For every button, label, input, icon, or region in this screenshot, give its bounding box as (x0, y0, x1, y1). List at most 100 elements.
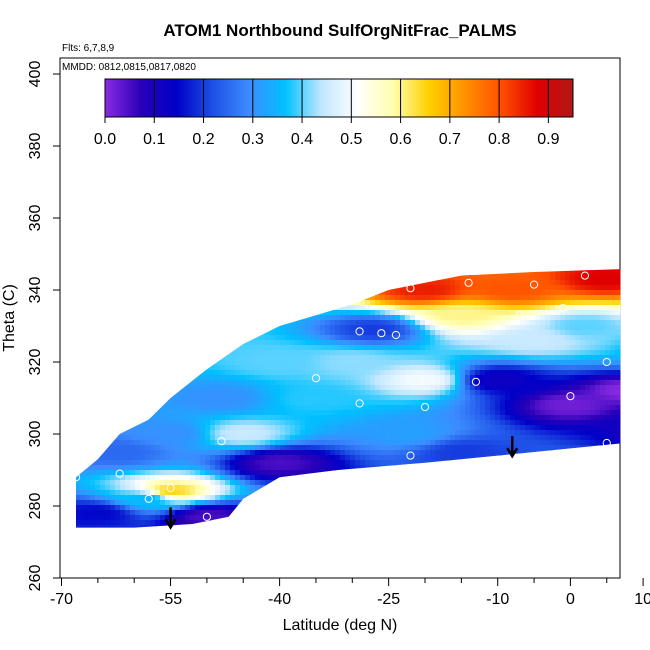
heatmap-cell (145, 405, 151, 411)
heatmap-cell (65, 365, 70, 370)
heatmap-cell (205, 280, 211, 286)
heatmap-cell (150, 505, 156, 511)
heatmap-cell (460, 275, 466, 281)
heatmap-cell (260, 485, 266, 491)
heatmap-cell (75, 535, 80, 540)
heatmap-cell (310, 475, 316, 481)
heatmap-cell (225, 280, 231, 286)
heatmap-cell (425, 455, 431, 461)
heatmap-cell (290, 395, 296, 401)
heatmap-cell (460, 485, 466, 491)
heatmap-cell (270, 510, 276, 516)
heatmap-cell (375, 335, 381, 341)
heatmap-cell (200, 285, 206, 291)
heatmap-cell (95, 460, 101, 466)
heatmap-cell (125, 245, 130, 250)
heatmap-cell (315, 255, 320, 260)
heatmap-cell (125, 485, 131, 491)
heatmap-cell (325, 425, 331, 431)
heatmap-cell (245, 325, 251, 331)
heatmap-cell (225, 270, 231, 276)
heatmap-cell (350, 445, 356, 451)
heatmap-cell (145, 470, 151, 476)
heatmap-cell (195, 385, 201, 391)
heatmap-cell (390, 360, 396, 366)
heatmap-cell (450, 340, 456, 346)
heatmap-cell (225, 295, 231, 301)
heatmap-cell (340, 250, 345, 255)
heatmap-cell (125, 360, 131, 366)
heatmap-cell (215, 495, 221, 501)
heatmap-cell (100, 360, 106, 366)
heatmap-cell (325, 515, 331, 521)
heatmap-cell (65, 300, 70, 305)
heatmap-cell (325, 480, 331, 486)
heatmap-cell (370, 355, 376, 361)
heatmap-cell (290, 405, 296, 411)
heatmap-cell (95, 285, 101, 291)
heatmap-cell (265, 435, 271, 441)
heatmap-cell (100, 455, 106, 461)
heatmap-cell (120, 445, 126, 451)
heatmap-cell (415, 405, 421, 411)
heatmap-cell (420, 350, 426, 356)
heatmap-cell (250, 380, 256, 386)
heatmap-cell (205, 240, 210, 245)
heatmap-cell (180, 330, 186, 336)
heatmap-cell (155, 355, 161, 361)
heatmap-cell (220, 510, 226, 516)
heatmap-cell (380, 395, 386, 401)
heatmap-cell (280, 255, 285, 260)
heatmap-cell (425, 470, 431, 476)
heatmap-cell (260, 325, 266, 331)
heatmap-cell (415, 270, 421, 276)
heatmap-cell (120, 475, 126, 481)
heatmap-cell (435, 260, 440, 265)
heatmap-cell (295, 315, 301, 321)
heatmap-cell (300, 530, 305, 535)
heatmap-cell (315, 520, 321, 526)
heatmap-cell (235, 390, 241, 396)
heatmap-cell (175, 435, 181, 441)
heatmap-cell (350, 485, 356, 491)
heatmap-cell (240, 260, 245, 265)
heatmap-cell (95, 475, 101, 481)
heatmap-cell (70, 470, 75, 475)
heatmap-cell (335, 285, 341, 291)
heatmap-cell (76, 460, 81, 466)
heatmap-cell (275, 405, 281, 411)
heatmap-cell (235, 510, 241, 516)
heatmap-cell (165, 335, 171, 341)
heatmap-cell (430, 390, 436, 396)
heatmap-cell (280, 310, 286, 316)
heatmap-cell (80, 260, 85, 265)
heatmap-cell (445, 275, 451, 281)
heatmap-cell (360, 385, 366, 391)
heatmap-cell (80, 295, 86, 301)
heatmap-cell (380, 390, 386, 396)
heatmap-cell (470, 405, 476, 411)
heatmap-cell (170, 310, 176, 316)
heatmap-cell (76, 395, 81, 401)
heatmap-cell (205, 475, 211, 481)
heatmap-cell (105, 385, 111, 391)
heatmap-cell (195, 305, 201, 311)
heatmap-cell (455, 440, 461, 446)
heatmap-cell (205, 490, 211, 496)
heatmap-cell (250, 340, 256, 346)
heatmap-cell (270, 415, 276, 421)
heatmap-cell (275, 385, 281, 391)
heatmap-cell (460, 390, 466, 396)
heatmap-cell (230, 445, 236, 451)
heatmap-cell (455, 275, 461, 281)
heatmap-cell (105, 268, 111, 271)
heatmap-cell (90, 305, 96, 311)
heatmap-cell (360, 305, 366, 311)
heatmap-cell (115, 270, 121, 276)
heatmap-cell (105, 250, 110, 255)
heatmap-cell (375, 455, 381, 461)
heatmap-cell (355, 525, 361, 528)
heatmap-cell (85, 370, 91, 376)
heatmap-cell (360, 280, 366, 286)
heatmap-cell (205, 455, 211, 461)
